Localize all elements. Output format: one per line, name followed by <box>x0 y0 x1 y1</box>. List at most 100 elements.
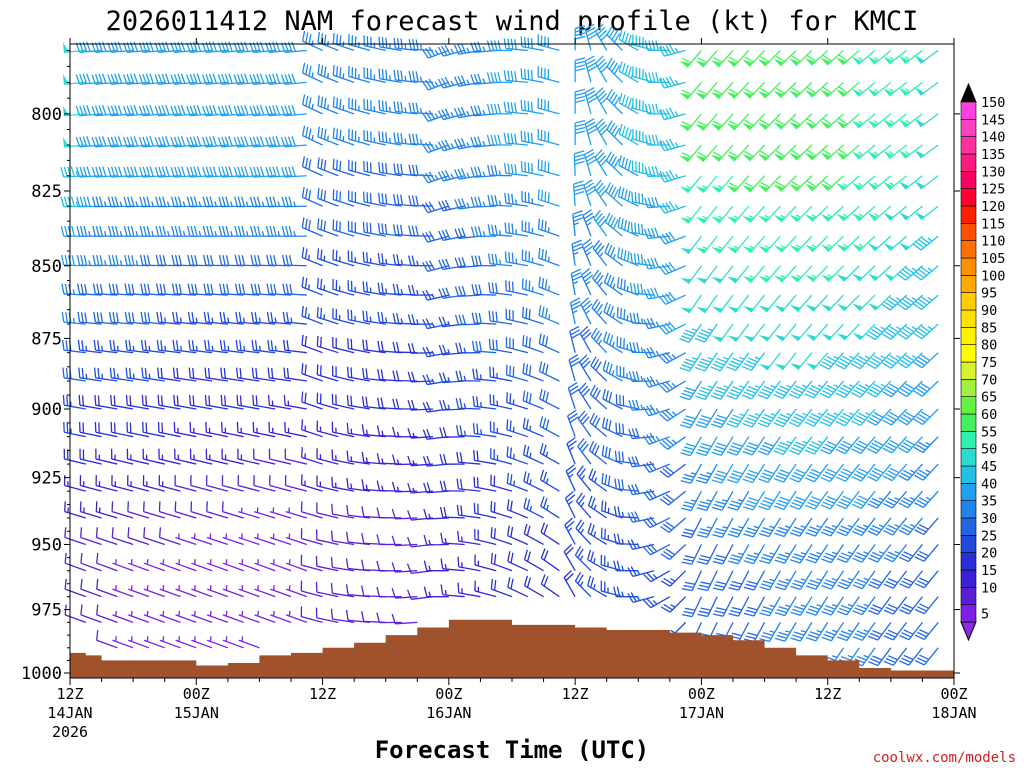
barb-flag <box>789 152 800 161</box>
barb-feather <box>221 105 226 116</box>
barb-feather <box>776 556 787 561</box>
barb-shaft <box>813 408 829 427</box>
barb-feather <box>361 611 365 622</box>
barb-shaft <box>363 261 386 267</box>
barb-feather <box>205 136 211 147</box>
barb-flag <box>710 92 722 99</box>
barb-feather <box>177 105 182 116</box>
wind-barb <box>440 584 465 598</box>
barb-shaft <box>270 588 292 598</box>
barb-feather <box>282 283 286 294</box>
barb-feather <box>578 495 586 505</box>
barb-half-feather <box>431 350 435 356</box>
barb-feather <box>461 257 467 268</box>
barb-shaft <box>649 490 671 501</box>
wind-barb <box>523 471 544 492</box>
barb-feather <box>585 152 595 159</box>
barb-feather <box>123 225 128 237</box>
barb-feather <box>520 68 523 79</box>
wind-barb <box>123 166 149 178</box>
barb-feather <box>225 196 230 207</box>
barb-feather <box>681 534 692 539</box>
barb-shaft <box>507 482 529 492</box>
barb-shaft <box>127 431 150 438</box>
barb-feather <box>509 393 512 404</box>
barb-feather <box>365 339 369 351</box>
barb-feather <box>791 181 801 188</box>
barb-feather <box>745 388 757 394</box>
barb-feather <box>391 481 396 493</box>
barb-feather <box>228 104 233 116</box>
barb-feather <box>543 550 549 561</box>
barb-feather <box>249 136 254 148</box>
barb-feather <box>526 525 531 536</box>
barb-half-feather <box>428 565 431 571</box>
barb-feather <box>458 370 463 381</box>
barb-shaft <box>813 436 829 455</box>
barb-shaft <box>506 401 528 410</box>
wind-barb <box>393 69 418 83</box>
wind-barb <box>252 421 276 438</box>
barb-feather <box>594 389 601 400</box>
barb-feather <box>805 558 816 564</box>
wind-barb <box>506 472 529 492</box>
wind-barb <box>439 480 465 492</box>
wind-barb <box>78 367 102 382</box>
wind-barb <box>301 187 323 207</box>
wind-barb <box>107 73 134 85</box>
barb-shaft <box>112 639 134 649</box>
barb-feather <box>115 312 119 323</box>
barb-feather <box>665 76 672 87</box>
barb-feather <box>680 424 691 429</box>
barb-feather <box>474 226 479 237</box>
barb-half-feather <box>749 275 755 279</box>
barb-shaft <box>206 562 229 572</box>
barb-shaft <box>490 320 513 325</box>
barb-half-feather <box>764 245 771 249</box>
barb-feather <box>662 468 672 476</box>
barb-feather <box>503 38 507 49</box>
barb-shaft <box>95 321 118 325</box>
barb-feather <box>628 400 633 411</box>
wind-barb <box>695 205 718 224</box>
barb-feather <box>217 166 223 178</box>
barb-flag <box>789 245 801 253</box>
barb-feather <box>712 560 723 565</box>
barb-feather <box>304 188 308 199</box>
barb-feather <box>369 223 372 234</box>
wind-barb <box>503 163 528 177</box>
wind-barb <box>159 585 181 598</box>
barb-shaft <box>175 562 197 572</box>
barb-shaft <box>572 184 576 207</box>
barb-shaft <box>540 479 560 492</box>
barb-feather <box>98 105 104 116</box>
barb-feather <box>695 395 706 401</box>
wind-barb <box>821 622 845 642</box>
barb-feather <box>777 444 788 450</box>
barb-feather <box>779 469 790 475</box>
barb-feather <box>584 245 594 253</box>
barb-feather <box>713 448 724 454</box>
barb-half-feather <box>198 230 202 237</box>
barb-feather <box>577 548 584 558</box>
wind-barb <box>221 421 244 438</box>
barb-feather <box>700 386 712 392</box>
barb-shaft <box>111 404 134 410</box>
barb-feather <box>819 392 830 399</box>
barb-feather <box>809 498 820 504</box>
barb-feather <box>731 606 742 611</box>
barb-half-feather <box>290 317 293 323</box>
barb-feather <box>218 225 223 237</box>
barb-feather <box>272 225 277 237</box>
barb-feather <box>647 197 653 208</box>
barb-feather <box>729 583 741 588</box>
barb-feather <box>578 382 587 391</box>
wind-barb <box>805 352 829 370</box>
barb-feather <box>604 242 610 253</box>
barb-feather <box>275 136 281 147</box>
barb-feather <box>805 531 816 537</box>
barb-half-feather <box>593 477 598 483</box>
barb-shaft <box>595 31 608 51</box>
barb-shaft <box>222 511 244 519</box>
barb-feather <box>580 385 589 394</box>
